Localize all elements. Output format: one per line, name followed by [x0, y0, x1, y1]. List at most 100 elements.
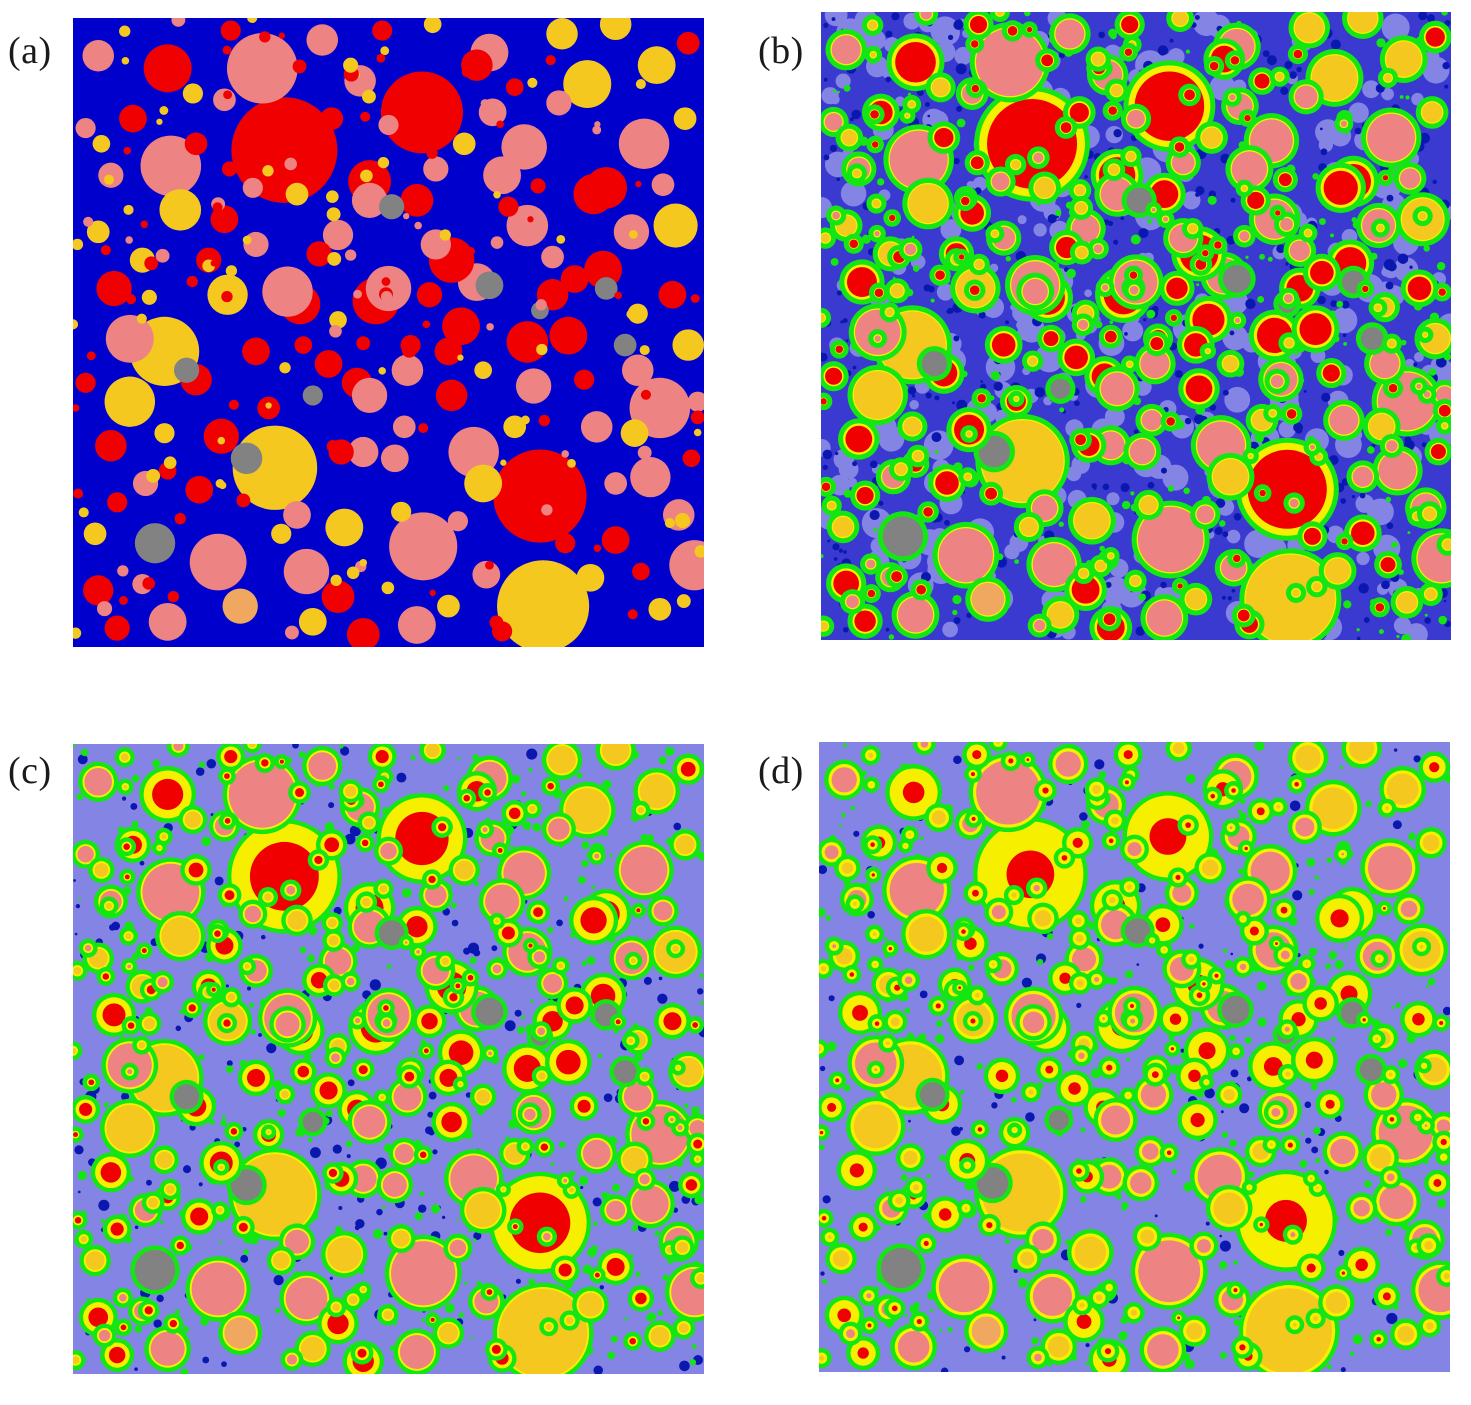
- particle-gold: [326, 1297, 347, 1318]
- particle-pink: [1134, 1135, 1167, 1168]
- particle-pink: [536, 967, 569, 1000]
- panel-label-c: (c): [8, 750, 52, 792]
- particle-gold: [73, 960, 88, 981]
- particle-gold: [117, 778, 134, 796]
- particle-red: [584, 250, 622, 289]
- particle-grey: [1355, 1053, 1387, 1086]
- particle-red: [910, 579, 932, 601]
- particle-pink: [1277, 1019, 1298, 1040]
- particle-red: [1053, 847, 1076, 869]
- particle-pink: [1049, 13, 1091, 55]
- particle-pink: [868, 224, 886, 243]
- microstructure-panel-d: [819, 742, 1450, 1372]
- particle-gold: [1436, 533, 1451, 556]
- particle-gold: [1084, 777, 1109, 802]
- particle-red: [836, 1150, 878, 1191]
- particle-red: [350, 1341, 374, 1365]
- particle-gold: [73, 1350, 86, 1371]
- particle-pink: [536, 1226, 557, 1247]
- particle-gold: [285, 182, 309, 206]
- particle-pink: [1322, 1131, 1363, 1172]
- particle-pink: [125, 340, 135, 350]
- particle-red: [100, 245, 111, 256]
- particle-gold: [693, 428, 702, 437]
- particle-grey: [302, 385, 323, 406]
- particle-gold: [1020, 1082, 1042, 1103]
- particle-red: [885, 565, 908, 588]
- particle-pink: [1122, 1164, 1160, 1202]
- particle-pink: [226, 33, 298, 104]
- particle-pink: [280, 1348, 304, 1371]
- particle-red: [326, 440, 340, 453]
- particle-red: [916, 1233, 937, 1254]
- particle-gold: [673, 107, 697, 130]
- particle-red: [317, 1302, 359, 1345]
- particle-grey: [877, 511, 929, 562]
- particle-gold: [1234, 910, 1252, 928]
- particle-pink: [541, 245, 564, 269]
- particle-red: [418, 423, 429, 434]
- particle-red: [978, 1213, 1001, 1237]
- particle-red: [821, 476, 837, 497]
- particle-red: [320, 107, 344, 130]
- particle-pink: [387, 1076, 428, 1117]
- particle-red: [1195, 975, 1213, 993]
- particle-red: [952, 980, 968, 996]
- particle-red: [1231, 1336, 1254, 1359]
- particle-gold: [1101, 889, 1124, 911]
- particle-red: [1432, 1130, 1450, 1154]
- particle-red: [107, 492, 128, 513]
- particle-red: [435, 94, 449, 108]
- particle-gold: [676, 594, 691, 609]
- particle-gold: [648, 597, 672, 621]
- particle-pink: [376, 1166, 414, 1204]
- particle-pink: [1225, 145, 1274, 193]
- particle-pink: [1222, 87, 1242, 107]
- particle-gold: [1395, 192, 1450, 247]
- particle-gold: [819, 1348, 832, 1369]
- particle-red: [568, 895, 619, 945]
- particle-pink: [968, 752, 1049, 833]
- particle-gold: [265, 402, 272, 409]
- particle-gold: [343, 57, 359, 73]
- particle-gold: [989, 12, 1010, 23]
- particle-red: [208, 924, 227, 944]
- particle-gold: [457, 354, 464, 361]
- particle-gold: [1067, 496, 1116, 545]
- particle-gold: [846, 163, 867, 184]
- particle-red: [1369, 597, 1390, 618]
- microstructure-panel-c: [73, 744, 704, 1374]
- particle-red: [123, 146, 132, 155]
- particle-red: [690, 294, 700, 303]
- particle-red: [1302, 253, 1341, 292]
- particle-red: [136, 942, 153, 959]
- particle-red: [593, 544, 602, 553]
- particle-red: [1369, 1329, 1389, 1349]
- particle-pink: [651, 173, 675, 197]
- particle-gold: [1104, 78, 1129, 103]
- particle-red: [1424, 437, 1451, 466]
- particle-red: [95, 429, 127, 462]
- particle-red: [1272, 898, 1297, 923]
- particle-pink: [675, 396, 685, 406]
- particle-red: [1224, 781, 1244, 800]
- particle-gold: [1285, 582, 1307, 603]
- particle-red: [672, 753, 704, 785]
- particle-red: [640, 389, 651, 400]
- particle-red: [1143, 1062, 1168, 1087]
- particle-gold: [1379, 765, 1427, 813]
- particle-red: [1343, 514, 1382, 553]
- particle-red: [963, 12, 994, 40]
- particle-pink: [1095, 278, 1115, 298]
- particle-red: [1268, 936, 1285, 952]
- particle-red: [1239, 916, 1269, 946]
- particle-grey: [1217, 991, 1254, 1029]
- particle-gold: [373, 1089, 391, 1106]
- particle-pink: [522, 380, 538, 396]
- particle-red: [119, 596, 128, 605]
- particle-red: [527, 216, 534, 223]
- particle-red: [983, 1057, 1021, 1095]
- particle-pink: [1093, 1097, 1138, 1143]
- particle-pink: [1190, 499, 1221, 530]
- particle-red: [1231, 603, 1256, 628]
